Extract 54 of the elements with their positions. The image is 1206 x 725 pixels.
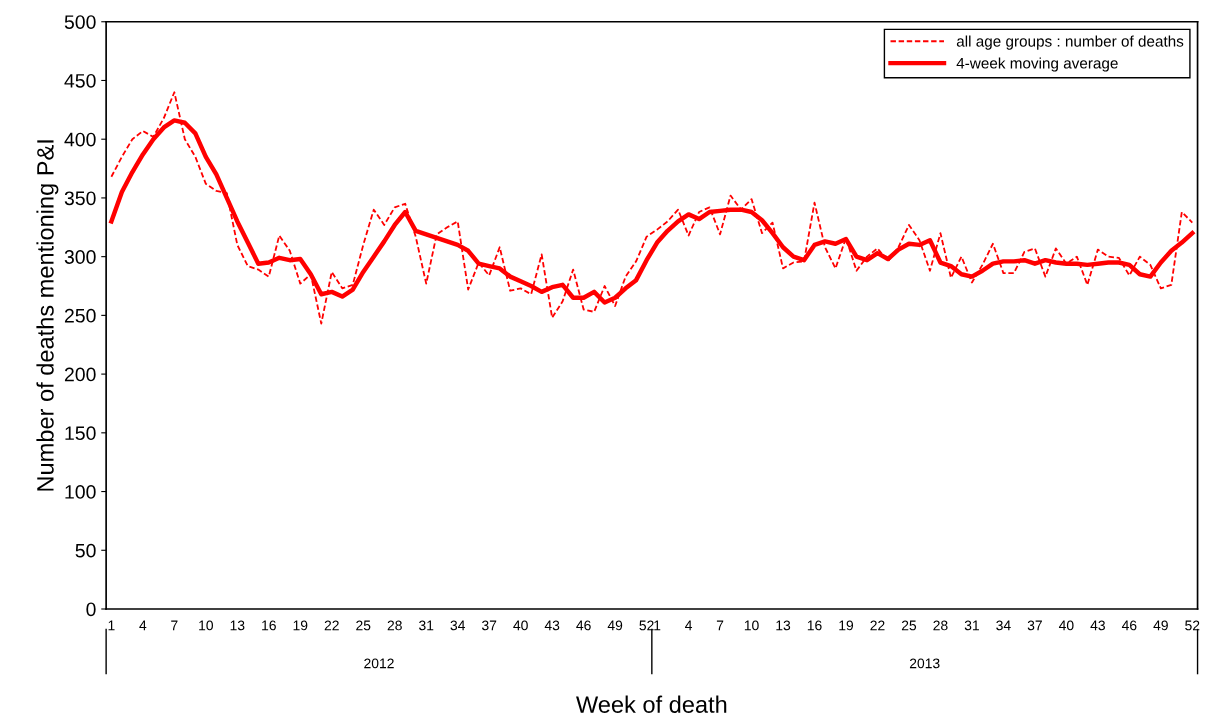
x-tick-label: 4 (685, 620, 693, 631)
line-series (110, 91, 1194, 325)
x-tick-label: 16 (262, 620, 276, 631)
x-tick-label: 13 (776, 620, 791, 631)
y-tick-label: 500 (64, 15, 96, 29)
x-tick-label: 4 (139, 620, 147, 631)
x-tick-label: 37 (481, 620, 497, 631)
y-tick-label: 250 (64, 308, 96, 323)
x-tick-label: 46 (576, 620, 591, 631)
x-tick-label: 49 (607, 620, 623, 631)
x-tick-label: 46 (1121, 620, 1137, 631)
x-tick-label: 19 (839, 620, 854, 631)
text: 2013 (909, 658, 940, 669)
x-tick-label: 22 (324, 620, 339, 631)
text: 2012 (364, 658, 394, 669)
x-tick-label: 7 (171, 620, 178, 631)
x-tick-label: 37 (1027, 620, 1042, 631)
legend-label: 4-week moving average (956, 57, 1118, 72)
y-tick-label: 200 (64, 367, 96, 382)
x-tick-label: 19 (293, 620, 308, 631)
y-tick-label: 300 (64, 250, 96, 264)
y-tick-label: 50 (75, 543, 96, 558)
x-tick-label: 28 (933, 620, 948, 631)
y-axis-title: Number of deaths mentioning P&I (36, 140, 59, 491)
x-tick-label: 10 (744, 620, 759, 631)
x-tick-label: 22 (870, 620, 885, 631)
x-tick-label: 40 (1058, 620, 1074, 631)
x-tick-label: 43 (544, 620, 560, 631)
legend-label: all age groups : number of deaths (956, 35, 1184, 50)
y-tick-label: 100 (65, 485, 96, 499)
x-axis-title: Week of death (576, 695, 727, 713)
x-tick-label: 25 (901, 620, 917, 631)
x-tick-label: 28 (387, 620, 402, 631)
x-tick-label: 52 (1185, 620, 1200, 631)
x-tick-label: 25 (356, 620, 371, 631)
x-tick-label: 13 (230, 620, 245, 631)
y-tick-label: 400 (64, 132, 96, 147)
x-tick-label: 16 (807, 620, 822, 631)
x-tick-label: 49 (1153, 620, 1168, 631)
x-tick-label: 34 (996, 620, 1011, 631)
x-tick-label: 34 (450, 620, 466, 631)
x-tick-label: 1 (108, 620, 115, 631)
x-tick-label: 31 (419, 620, 434, 631)
x-tick-label: 1 (654, 620, 661, 631)
x-tick-label: 10 (199, 620, 214, 631)
x-tick-label: 52 (639, 620, 654, 631)
x-tick-label: 31 (964, 620, 979, 631)
x-tick-label: 7 (716, 620, 724, 631)
y-tick-label: 450 (64, 73, 96, 88)
y-tick-label: 350 (64, 191, 96, 206)
y-tick-label: 150 (65, 426, 96, 441)
x-tick-label: 40 (513, 620, 528, 631)
y-tick-label: 0 (86, 602, 96, 617)
x-tick-label: 43 (1090, 620, 1105, 631)
